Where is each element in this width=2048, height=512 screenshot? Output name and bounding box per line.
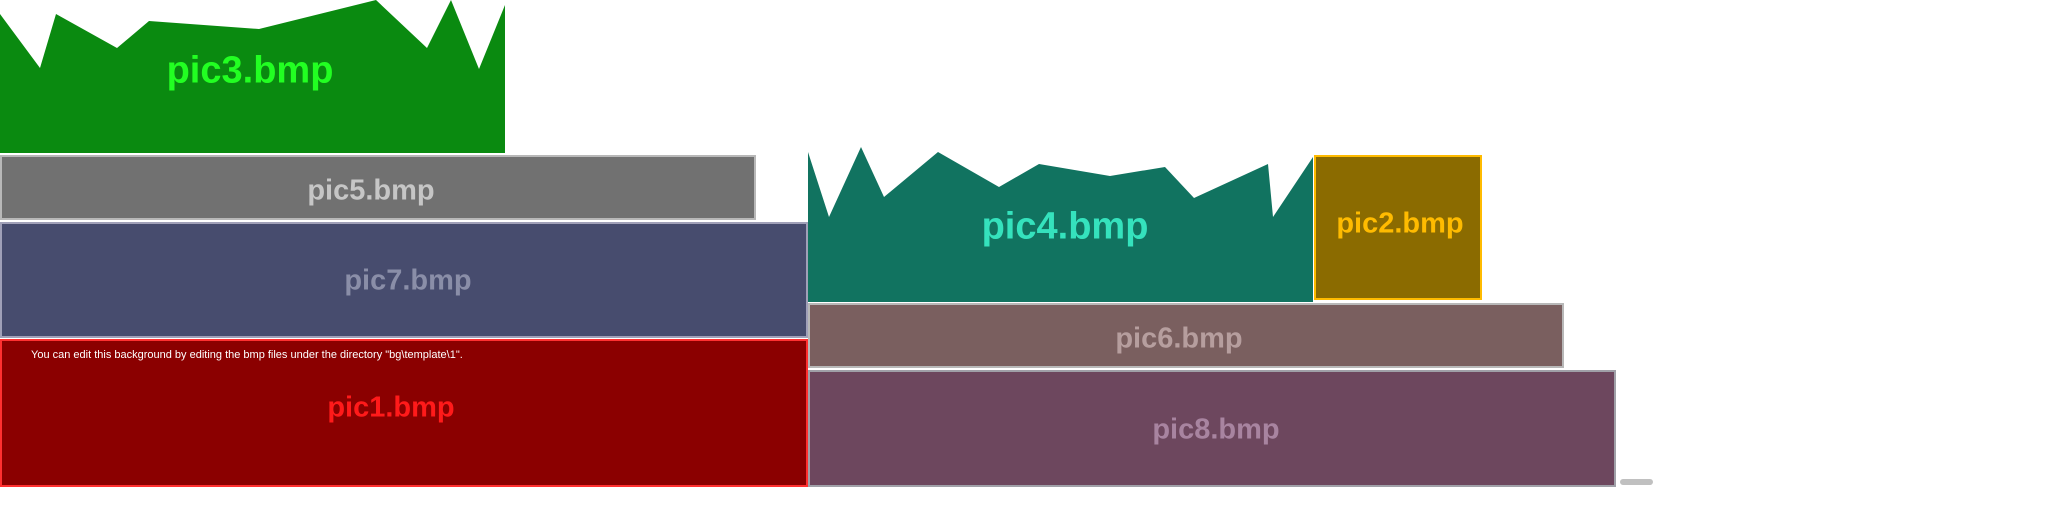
template-note: You can edit this background by editing …	[31, 349, 463, 361]
pic1-label: pic1.bmp	[327, 391, 455, 424]
pic4-jagged-shape	[808, 147, 1313, 302]
pic5-label: pic5.bmp	[307, 174, 435, 207]
pic3-tile: pic3.bmp	[0, 0, 505, 153]
scroll-handle[interactable]	[1620, 479, 1653, 485]
pic6-tile: pic6.bmp	[808, 303, 1564, 368]
pic3-label: pic3.bmp	[166, 49, 334, 92]
pic2-label: pic2.bmp	[1336, 207, 1464, 240]
pic3-jagged-shape	[0, 0, 505, 153]
pic7-label: pic7.bmp	[344, 264, 472, 297]
pic1-tile: pic1.bmp	[0, 339, 808, 487]
pic6-label: pic6.bmp	[1115, 322, 1243, 355]
pic4-label: pic4.bmp	[981, 205, 1149, 248]
pic7-tile: pic7.bmp	[0, 222, 808, 338]
pic5-tile: pic5.bmp	[0, 155, 756, 220]
pic2-tile: pic2.bmp	[1314, 155, 1482, 300]
pic8-label: pic8.bmp	[1152, 413, 1280, 446]
pic4-tile: pic4.bmp	[808, 147, 1313, 302]
pic8-tile: pic8.bmp	[808, 370, 1616, 487]
